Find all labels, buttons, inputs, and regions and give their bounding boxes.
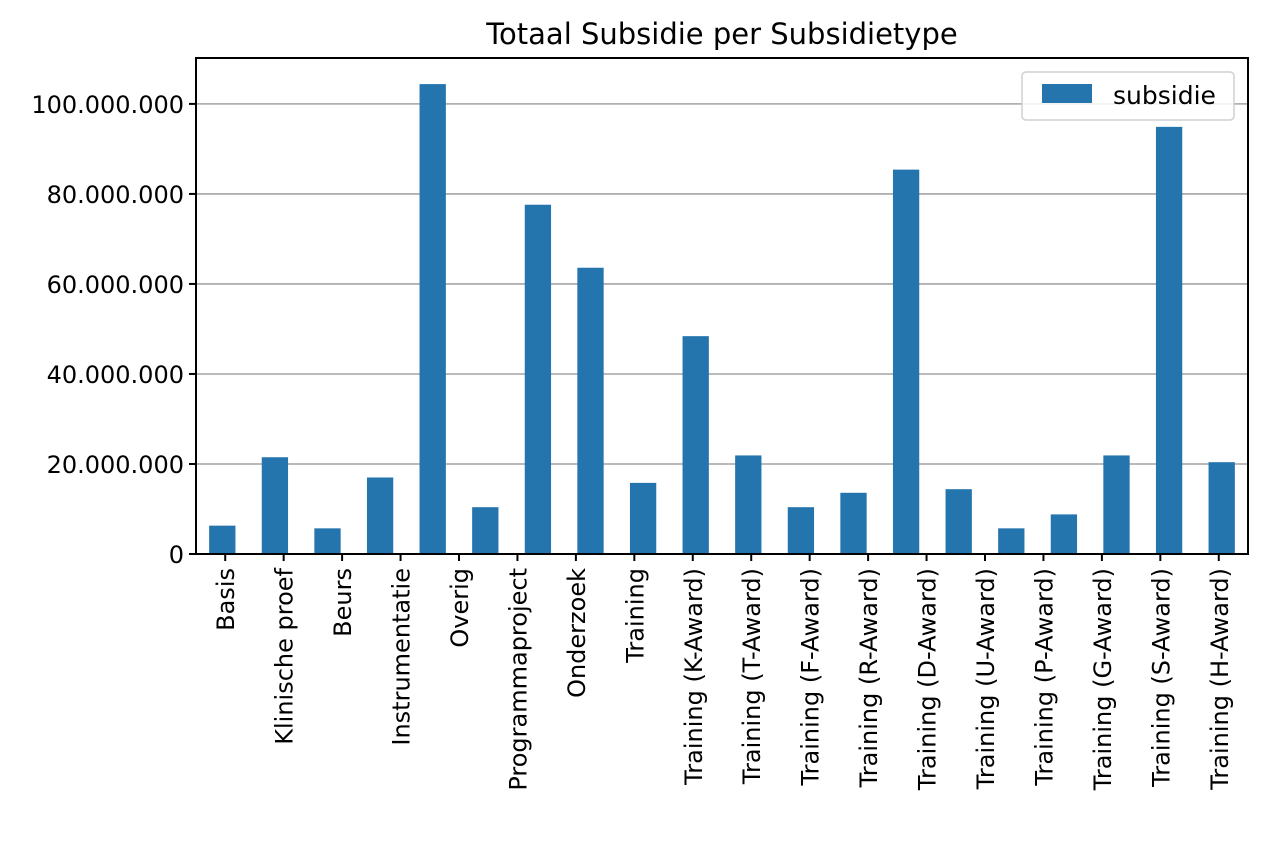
bar — [261, 457, 289, 554]
bar — [1103, 455, 1130, 554]
bar — [787, 507, 815, 554]
x-tick-label: Training (P-Award) — [1030, 568, 1058, 787]
bar — [314, 528, 341, 554]
bar — [892, 169, 920, 554]
x-tick-label: Beurs — [329, 568, 357, 637]
legend: subsidie — [1021, 71, 1235, 121]
plot-frame — [195, 57, 1249, 555]
chart-title: Totaal Subsidie per Subsidietype — [485, 17, 957, 51]
bar — [419, 84, 446, 555]
y-axis: 0 20.000.000 40.000.000 60.000.000 80.000.00… — [31, 91, 196, 569]
legend-label: subsidie — [1113, 81, 1216, 110]
legend-swatch — [1042, 84, 1092, 103]
bar — [1155, 126, 1183, 554]
x-tick-label: Klinische proef — [271, 567, 299, 744]
x-tick-label: Training — [621, 568, 649, 664]
bar — [524, 204, 552, 554]
x-tick-label: Instrumentatie — [388, 568, 416, 746]
bar — [1208, 462, 1235, 554]
y-tick-label: 100.000.000 — [31, 91, 184, 119]
y-tick-label: 80.000.000 — [47, 181, 184, 209]
x-tick-label: Onderzoek — [563, 568, 591, 698]
x-tick-label: Basis — [212, 568, 240, 631]
x-tick-label: Training (T-Award) — [738, 568, 766, 785]
bar — [682, 336, 709, 554]
bar — [945, 489, 972, 554]
bars — [209, 84, 1235, 555]
y-tick-label: 40.000.000 — [47, 361, 184, 389]
y-tick-label: 20.000.000 — [47, 451, 184, 479]
bar — [735, 455, 762, 554]
bar — [366, 477, 394, 554]
x-tick-label: Overig — [446, 568, 474, 648]
x-tick-label: Training (U-Award) — [972, 568, 1000, 790]
x-tick-label: Programmaproject — [504, 568, 532, 791]
x-tick-label: Training (F-Award) — [797, 568, 825, 786]
x-tick-label: Training (K-Award) — [680, 568, 708, 786]
x-tick-label: Training (S-Award) — [1147, 568, 1175, 788]
y-tick-label: 60.000.000 — [47, 271, 184, 299]
x-tick-label: Training (G-Award) — [1089, 568, 1117, 791]
x-tick-label: Training (R-Award) — [855, 568, 883, 788]
bar — [209, 525, 236, 554]
bar — [472, 507, 499, 554]
bar — [629, 482, 657, 554]
bar — [1050, 514, 1078, 554]
x-axis: Basis Klinische proef Beurs Instrumentatie O… — [212, 554, 1234, 791]
bar — [840, 492, 867, 554]
bar — [577, 267, 604, 554]
y-tick-label: 0 — [169, 541, 184, 569]
bar — [998, 528, 1025, 554]
grid-lines — [196, 103, 1248, 465]
x-tick-label: Training (D-Award) — [914, 568, 942, 791]
x-tick-label: Training (H-Award) — [1206, 568, 1234, 791]
